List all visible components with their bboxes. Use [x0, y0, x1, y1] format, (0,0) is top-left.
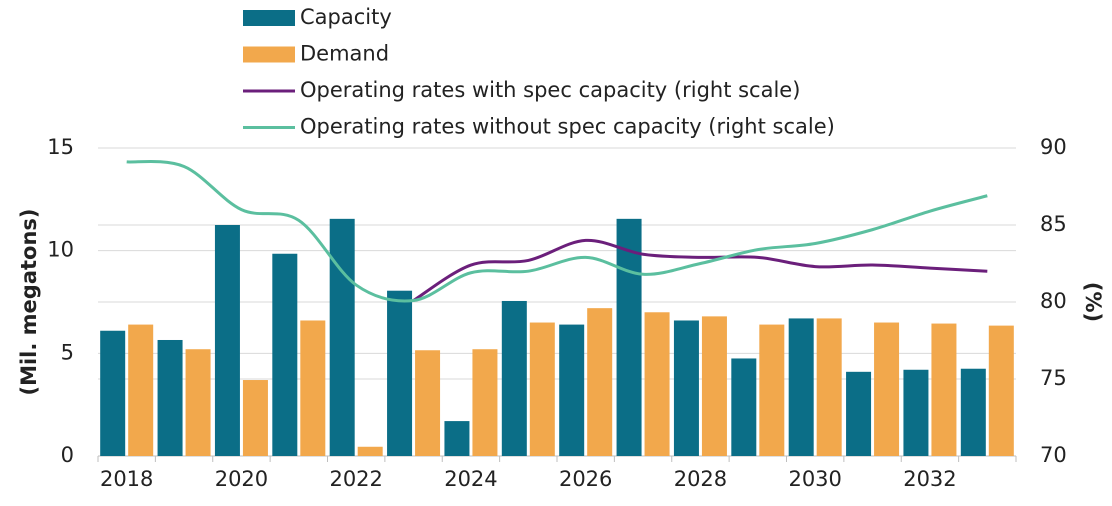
bar [731, 358, 757, 456]
bar [587, 308, 613, 456]
y-tick-label: 10 [47, 238, 74, 262]
line [412, 238, 988, 302]
y-tick-label: 0 [61, 443, 74, 467]
bar [673, 320, 699, 456]
x-tick-label: 2028 [674, 467, 727, 491]
y2-tick-label: 70 [1040, 443, 1067, 467]
legend-swatch [243, 46, 295, 63]
bar [846, 371, 872, 456]
y2-tick-label: 75 [1040, 366, 1067, 390]
y2-tick-label: 90 [1040, 135, 1067, 159]
legend-swatch [243, 10, 295, 26]
x-tick-label: 2022 [329, 467, 382, 491]
bar [529, 322, 555, 456]
bar [128, 324, 154, 456]
bar [300, 320, 326, 456]
x-tick-label: 2018 [100, 467, 153, 491]
x-tick-label: 2024 [444, 467, 497, 491]
y-tick-label: 5 [61, 340, 74, 364]
bar [903, 369, 929, 456]
bar [701, 316, 727, 456]
bar [931, 323, 957, 456]
bar [472, 349, 498, 456]
bar [100, 330, 126, 456]
legend-label: Operating rates without spec capacity (r… [300, 115, 835, 139]
bar [816, 318, 842, 456]
y2-axis-label: (%) [1081, 282, 1105, 322]
legend-label: Operating rates with spec capacity (righ… [300, 78, 800, 102]
bar [185, 349, 211, 456]
bar [616, 218, 642, 456]
legend-label: Demand [300, 42, 389, 66]
bar [559, 324, 585, 456]
legend-label: Capacity [300, 5, 392, 29]
bar [329, 218, 355, 456]
bar [387, 290, 413, 456]
bar [214, 225, 240, 456]
x-tick-label: 2032 [903, 467, 956, 491]
y-axis-label: (Mil. megatons) [17, 208, 41, 395]
bar [759, 324, 785, 456]
bar [788, 318, 814, 456]
bar [960, 368, 986, 456]
bar [988, 325, 1014, 456]
bar [644, 312, 670, 456]
x-tick-label: 2030 [788, 467, 841, 491]
bar [444, 421, 470, 456]
bar [501, 300, 527, 456]
bar [272, 253, 298, 456]
y2-tick-label: 80 [1040, 289, 1067, 313]
bar [242, 380, 268, 456]
line [126, 159, 988, 303]
bar [874, 322, 900, 456]
bar [157, 339, 183, 456]
x-tick-label: 2020 [215, 467, 268, 491]
bar [415, 350, 441, 456]
y-tick-label: 15 [47, 135, 74, 159]
y2-tick-label: 85 [1040, 212, 1067, 236]
bar [357, 446, 383, 456]
x-tick-label: 2026 [559, 467, 612, 491]
